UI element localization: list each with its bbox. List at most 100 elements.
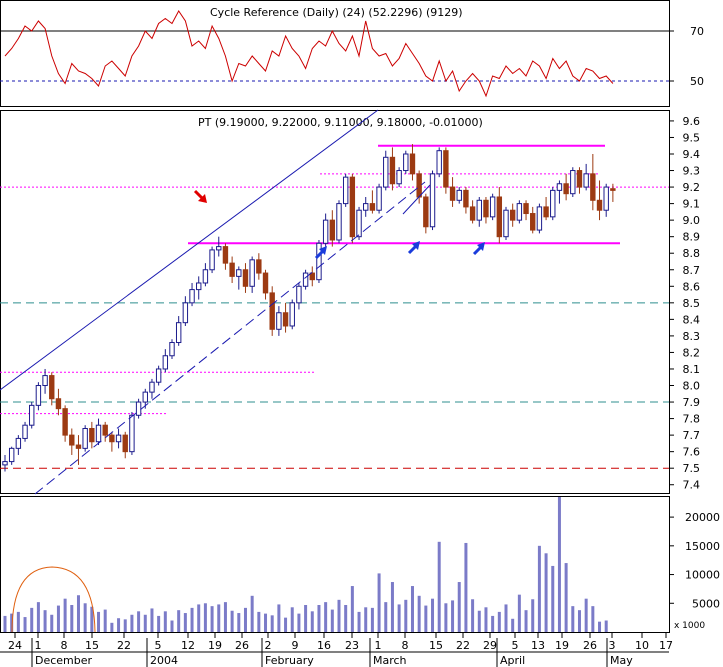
price-tick-label: 7.9	[683, 396, 701, 409]
candle-body	[302, 272, 309, 287]
price-tick-label: 8.8	[683, 247, 701, 260]
volume-bar	[544, 553, 548, 632]
volume-bar	[477, 610, 481, 632]
candle-body	[129, 414, 135, 453]
candle-body	[62, 408, 68, 436]
volume-bar	[243, 607, 247, 632]
candle-body	[276, 312, 282, 330]
candle-body	[389, 156, 396, 185]
volume-bar	[504, 604, 508, 632]
day-label: 8	[61, 639, 68, 652]
candle-body	[376, 186, 382, 211]
price-tick-label: 8.3	[683, 330, 701, 343]
day-label: 1	[375, 639, 382, 652]
candle-body	[229, 262, 235, 277]
volume-bar	[36, 602, 40, 632]
day-label: 10	[635, 639, 649, 652]
candle-body	[149, 381, 155, 393]
volume-bar	[163, 611, 167, 632]
support-arrow-icon	[314, 246, 327, 260]
day-label: 15	[85, 639, 99, 652]
volume-bar	[177, 610, 181, 632]
volume-bar	[90, 606, 94, 632]
volume-bar	[324, 602, 328, 632]
candle-body	[162, 355, 169, 370]
candle-body	[429, 173, 436, 228]
price-tick-label: 9.1	[683, 198, 701, 211]
volume-bar	[591, 606, 595, 632]
candle-body	[122, 434, 128, 453]
candle-body	[15, 437, 22, 449]
candle-body	[590, 173, 596, 201]
day-label: 22	[117, 639, 131, 652]
volume-bar	[344, 605, 348, 632]
volume-bar	[497, 611, 501, 632]
volume-bar	[377, 573, 381, 632]
candle-body	[383, 156, 389, 188]
volume-bar	[203, 603, 207, 632]
candle-body	[55, 398, 62, 410]
price-tick-label: 7.8	[683, 413, 701, 426]
volume-bar	[70, 605, 74, 632]
sell-arrow-icon	[193, 189, 207, 203]
day-label: 16	[317, 639, 331, 652]
volume-bar	[97, 611, 101, 632]
candle-body	[35, 385, 42, 406]
day-label: 29	[483, 639, 497, 652]
axis-layer: 24 1 8 15 22 5 12 19 26 2 9 16 23 1 8 15 22 29 5 13 19 26 3 10 1…	[0, 633, 673, 667]
candle-body	[583, 173, 589, 188]
price-tick-label: 7.6	[683, 446, 701, 459]
candle-body	[322, 219, 329, 244]
candle-body	[449, 186, 456, 201]
volume-bar	[491, 615, 495, 632]
month-label: December	[35, 654, 93, 667]
volume-bar	[210, 606, 214, 632]
candle-body	[496, 196, 503, 238]
candle-body	[49, 375, 55, 400]
volume-bar	[397, 604, 401, 632]
candle-body	[596, 199, 603, 211]
rsi-tick-label: 50	[690, 75, 704, 88]
candle-body	[102, 424, 108, 436]
volume-bar	[451, 600, 455, 632]
volume-bar	[30, 607, 34, 632]
volume-bar	[471, 599, 475, 632]
volume-bar	[143, 614, 147, 632]
volume-bar	[250, 595, 254, 632]
candle-body	[29, 404, 35, 426]
candle-body	[436, 150, 442, 175]
candle-body	[75, 444, 82, 449]
volume-bar	[223, 602, 227, 632]
candle-body	[82, 428, 88, 449]
price-tick-label: 8.2	[683, 346, 701, 359]
candle-body	[523, 203, 529, 215]
volume-bar	[350, 586, 354, 632]
volume-bar	[190, 607, 194, 632]
candle-body	[476, 199, 482, 221]
price-title: PT (9.19000, 9.22000, 9.11000, 9.18000, …	[198, 116, 483, 129]
inner-trendline	[402, 184, 431, 215]
candle-body	[563, 183, 569, 195]
volume-bar	[370, 607, 374, 632]
candle-body	[175, 322, 182, 344]
candle-body	[516, 203, 523, 221]
candle-body	[576, 170, 583, 188]
volume-bar	[197, 604, 201, 632]
candle-body	[530, 213, 536, 231]
volume-bar	[310, 611, 314, 632]
price-tick-label: 7.7	[683, 429, 701, 442]
candle-body	[396, 170, 402, 185]
candle-body	[269, 292, 275, 330]
price-tick-label: 8.4	[683, 313, 701, 326]
volume-bar	[557, 497, 561, 632]
candle-body	[22, 424, 28, 439]
volume-bar	[110, 622, 114, 632]
volume-bar	[410, 586, 414, 632]
day-label: 26	[235, 639, 249, 652]
day-label: 2	[265, 639, 272, 652]
candle-body	[289, 302, 295, 327]
volume-bar	[424, 605, 428, 632]
volume-bar	[23, 617, 27, 632]
day-label: 26	[583, 639, 597, 652]
